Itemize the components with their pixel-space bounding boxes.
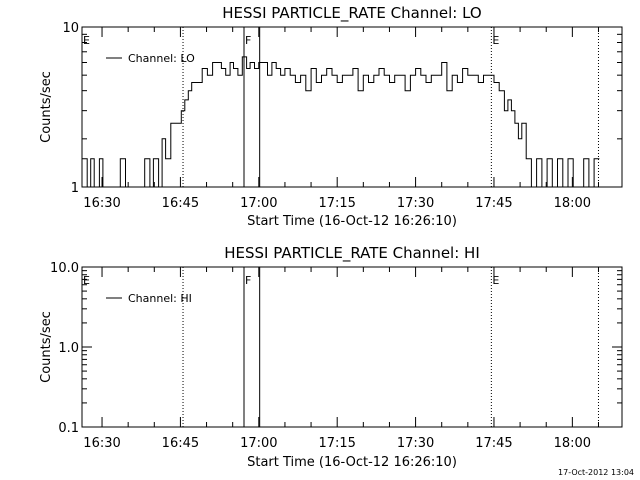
x-tick-label: 17:45 xyxy=(475,196,512,211)
x-tick-label: 16:30 xyxy=(83,436,120,451)
panel-lo: HESSI PARTICLE_RATE Channel: LO Counts/s… xyxy=(39,4,623,229)
chart-title-hi: HESSI PARTICLE_RATE Channel: HI xyxy=(224,244,480,263)
legend-hi: Channel: HI xyxy=(106,292,192,305)
x-tick-label: 16:30 xyxy=(83,196,120,211)
legend-label-lo: Channel: LO xyxy=(128,52,195,65)
x-tick-label: 17:30 xyxy=(397,436,434,451)
y-tick-label: 0.1 xyxy=(58,421,79,436)
generated-timestamp: 17-Oct-2012 13:04 xyxy=(558,468,634,477)
x-tick-label: 16:45 xyxy=(162,436,199,451)
time-marker-label: F xyxy=(245,274,251,287)
legend-lo: Channel: LO xyxy=(106,52,195,65)
time-marker-label: F xyxy=(245,34,251,47)
y-axis-label-lo: Counts/sec xyxy=(39,71,54,143)
legend-label-hi: Channel: HI xyxy=(128,292,192,305)
panel-hi: HESSI PARTICLE_RATE Channel: HI Counts/s… xyxy=(39,244,623,470)
x-tick-label: 17:00 xyxy=(240,196,277,211)
plot-frame-hi xyxy=(81,266,623,428)
series-lo xyxy=(82,56,600,188)
x-tick-label: 17:15 xyxy=(318,436,355,451)
time-marker-label: E xyxy=(492,34,499,47)
y-axis-label-hi: Counts/sec xyxy=(39,311,54,383)
chart-title-lo: HESSI PARTICLE_RATE Channel: LO xyxy=(222,4,481,23)
y-tick-label: 1.0 xyxy=(58,341,79,356)
x-tick-label: 18:00 xyxy=(554,436,591,451)
tick-marks-hi: 16:30 16:45 17:00 17:15 17:30 17:45 18:00 0.1 1.… xyxy=(50,261,622,451)
time-marker-label: E xyxy=(83,34,90,47)
x-axis-label-hi: Start Time (16-Oct-12 16:26:10) xyxy=(247,455,457,470)
series-line-lo xyxy=(82,56,600,188)
x-tick-label: 16:45 xyxy=(162,196,199,211)
y-tick-label: 10.0 xyxy=(50,261,79,276)
tick-marks-lo: 16:30 16:45 17:00 17:15 17:30 17:45 18:00 1 10 xyxy=(62,21,622,211)
x-tick-label: 17:15 xyxy=(318,196,355,211)
x-tick-label: 17:45 xyxy=(475,436,512,451)
time-marker-label: E xyxy=(83,274,90,287)
x-tick-label: 17:00 xyxy=(240,436,277,451)
x-axis-label-lo: Start Time (16-Oct-12 16:26:10) xyxy=(247,214,457,229)
y-tick-label: 10 xyxy=(62,21,79,36)
x-tick-label: 17:30 xyxy=(397,196,434,211)
plot-frame-lo xyxy=(81,26,623,188)
x-tick-label: 18:00 xyxy=(554,196,591,211)
y-tick-label: 1 xyxy=(71,181,79,196)
time-marker-label: E xyxy=(492,274,499,287)
